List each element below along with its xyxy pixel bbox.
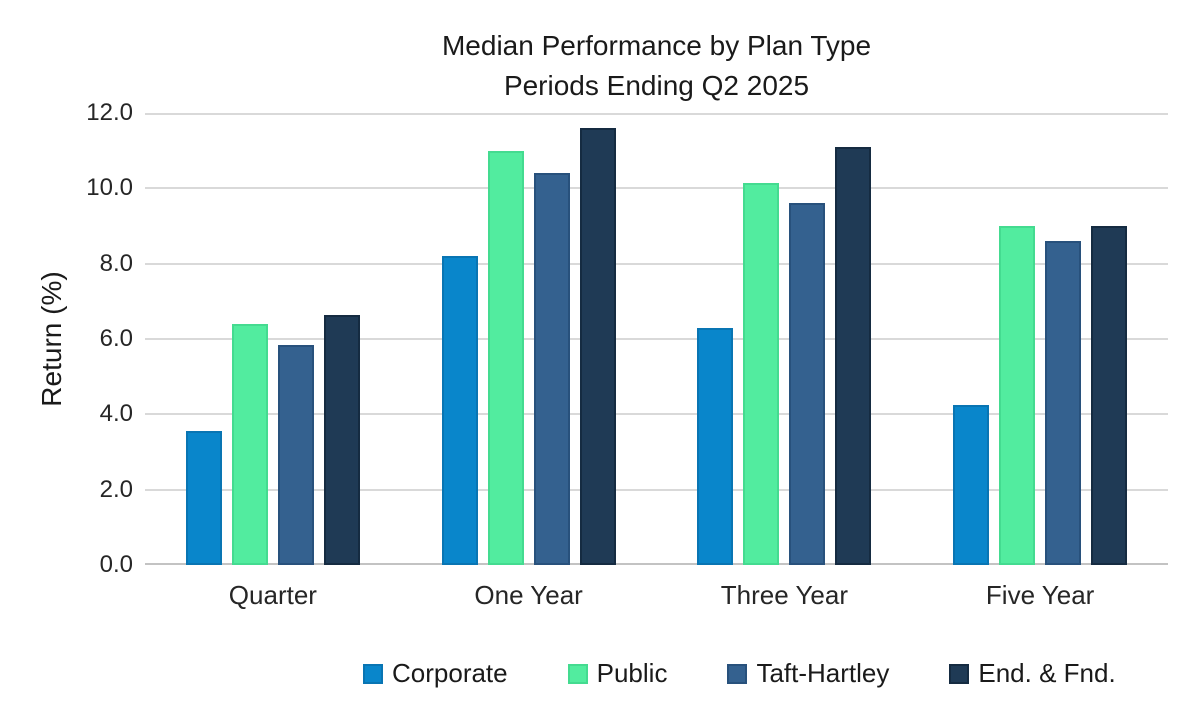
bar-corporate — [441, 256, 478, 565]
gridline — [145, 488, 1168, 491]
y-tick-label: 2.0 — [99, 475, 133, 503]
bar-taft-hartley — [277, 344, 314, 565]
y-tick-label: 4.0 — [99, 400, 133, 428]
bar-corporate — [185, 431, 222, 565]
legend-swatch-icon — [567, 663, 588, 684]
x-category-label: Five Year — [985, 580, 1095, 610]
bar-end-fnd — [323, 314, 360, 565]
bar-taft-hartley — [533, 173, 570, 565]
x-category-label: Three Year — [720, 580, 848, 610]
legend-label: Public — [596, 658, 668, 688]
bar-end-fnd — [579, 128, 616, 565]
legend-swatch-icon — [949, 663, 970, 684]
bar-group — [912, 113, 1168, 565]
x-axis-line — [145, 563, 1168, 565]
legend-label: Corporate — [392, 658, 508, 688]
y-tick-label: 8.0 — [99, 249, 133, 277]
y-tick-label: 12.0 — [86, 99, 133, 126]
bar-end-fnd — [1091, 226, 1128, 565]
bar-end-fnd — [835, 146, 872, 565]
bar-corporate — [697, 327, 734, 565]
bar-group — [401, 113, 657, 565]
bar-public — [487, 150, 524, 565]
bar-public — [999, 226, 1036, 565]
legend-swatch-icon — [727, 663, 748, 684]
chart-subtitle: Periods Ending Q2 2025 — [503, 70, 810, 101]
y-tick-label: 10.0 — [86, 174, 133, 202]
y-tick-label: 6.0 — [99, 325, 133, 352]
bar-group — [657, 113, 913, 565]
gridline — [145, 262, 1168, 265]
legend: Corporate Public Taft-Hartley End. & Fnd. — [363, 658, 1116, 689]
bar-taft-hartley — [1045, 241, 1082, 565]
plot-area — [145, 113, 1168, 565]
bar-corporate — [953, 404, 990, 565]
bar-group — [145, 113, 401, 565]
legend-item: Public — [567, 658, 668, 689]
legend-item: End. & Fnd. — [949, 658, 1116, 689]
legend-label: Taft-Hartley — [756, 658, 890, 688]
x-category-label: Quarter — [228, 580, 317, 610]
y-tick-label: 0.0 — [99, 551, 133, 578]
gridline — [145, 187, 1168, 190]
gridline — [145, 113, 1168, 115]
chart-title: Median Performance by Plan Type — [441, 30, 872, 61]
bar-public — [743, 182, 780, 565]
bar-public — [231, 323, 268, 565]
gridline — [145, 413, 1168, 416]
x-category-label: One Year — [474, 580, 583, 610]
legend-item: Corporate — [363, 658, 508, 689]
legend-swatch-icon — [363, 663, 383, 684]
chart-title-block: Median Performance by Plan Type Periods … — [145, 26, 1168, 106]
legend-item: Taft-Hartley — [727, 658, 889, 689]
bar-taft-hartley — [789, 203, 826, 565]
y-axis-ticks: 0.0 2.0 4.0 6.0 8.0 10.0 12.0 — [0, 99, 133, 578]
gridline — [145, 338, 1168, 340]
legend-label: End. & Fnd. — [978, 658, 1116, 688]
